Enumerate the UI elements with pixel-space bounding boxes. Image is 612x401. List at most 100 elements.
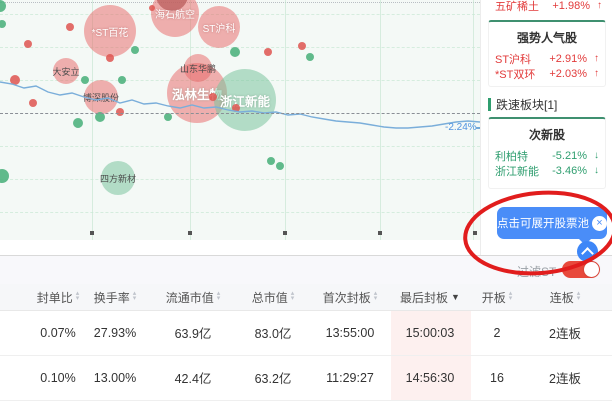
table-cell: 2连板 <box>549 327 581 341</box>
sort-icon: ▴ ▾ <box>290 290 295 302</box>
stock-dot[interactable] <box>66 23 74 31</box>
table-header-row: 封单比 ▴ ▾ 换手率 ▴ ▾ 流通市值 ▴ ▾ 总市值 ▴ ▾ 首次封板 ▴ ▾ 最后封板 ▼ 开板 ▴ ▾ 连板 ▴ ▾ <box>0 284 612 311</box>
stock-dot[interactable] <box>276 162 284 170</box>
table-cell: 2连板 <box>549 372 581 386</box>
column-header-sortable[interactable]: 最后封板 ▼ <box>380 284 480 310</box>
sort-icon: ▴ ▾ <box>75 290 80 302</box>
table-cell: 0.07% <box>40 325 76 340</box>
column-header-label: 最后封板 <box>400 290 449 305</box>
column-header-sortable[interactable]: 换手率 ▴ ▾ <box>65 284 165 310</box>
grid-line-vertical <box>473 0 474 240</box>
falling-sector-header[interactable]: 跌速板块[1] <box>488 96 557 113</box>
stock-dot[interactable] <box>306 53 314 61</box>
axis-tick <box>378 231 382 235</box>
stock-dot[interactable] <box>267 157 275 165</box>
sidebar-item-stock[interactable]: 浙江新能 -3.46% ↓ <box>489 163 605 178</box>
stock-dot[interactable] <box>24 40 32 48</box>
stock-dot[interactable] <box>95 112 105 122</box>
column-header-label: 换手率 <box>93 290 130 305</box>
table-cell: 63.9亿 <box>174 327 212 341</box>
stock-dot[interactable] <box>264 48 272 56</box>
stock-dot[interactable] <box>164 113 172 121</box>
column-header-sortable[interactable]: 封单比 ▴ ▾ <box>8 284 108 310</box>
sidebar-item-stock[interactable]: 五矿稀土 +1.98% ↑ <box>489 0 608 13</box>
stock-dot[interactable] <box>73 118 83 128</box>
sort-icon: ▴ ▾ <box>576 290 581 302</box>
table-cell: 11:29:27 <box>326 370 374 385</box>
stock-dot[interactable] <box>0 20 6 28</box>
stock-dot[interactable] <box>10 75 20 85</box>
expand-pool-button[interactable] <box>577 241 598 262</box>
axis-tick <box>90 231 94 235</box>
toggle-knob <box>584 262 599 277</box>
tooltip-text: 点击可展开股票池 <box>497 218 589 230</box>
column-header-label: 开板 <box>481 290 506 305</box>
stock-dot[interactable] <box>106 54 114 62</box>
sort-icon: ▴ ▾ <box>373 290 378 302</box>
stock-change: +2.03% <box>549 67 587 80</box>
table-row[interactable]: 0.07% 27.93% 63.9亿 83.0亿 13:55:00 15:00:03 2 2连… <box>0 310 612 355</box>
table-row[interactable]: 0.10% 13.00% 42.4亿 63.2亿 11:29:27 14:56:30 16 2… <box>0 355 612 400</box>
sidebar-item-stock[interactable]: 利柏特 -5.21% ↓ <box>489 148 605 163</box>
stock-dot[interactable] <box>0 0 6 12</box>
grid-line-vertical <box>92 0 93 240</box>
stock-bubble[interactable]: *ST百花 <box>84 5 136 57</box>
stock-bubble[interactable] <box>156 0 188 11</box>
table-cell: 0.10% <box>40 370 76 385</box>
sort-icon: ▴ ▾ <box>216 290 221 302</box>
grid-line-horizontal <box>0 14 480 15</box>
stock-dot[interactable] <box>116 108 124 116</box>
column-header-label: 连板 <box>549 290 574 305</box>
chart-sidebar-divider <box>480 0 481 255</box>
falling-sector-label: 跌速板块[1] <box>496 98 558 112</box>
section-divider <box>0 255 612 256</box>
up-arrow-icon: ↑ <box>594 68 599 79</box>
column-header-sortable[interactable]: 开板 ▴ ▾ <box>447 284 547 310</box>
stock-dot[interactable] <box>131 46 139 54</box>
stock-dot[interactable] <box>81 76 89 84</box>
column-header-sortable[interactable]: 连板 ▴ ▾ <box>515 284 612 310</box>
grid-line-horizontal <box>0 47 480 48</box>
table-cell: 13.00% <box>93 370 137 385</box>
stock-dot[interactable] <box>118 76 126 84</box>
sort-icon: ▴ ▾ <box>132 290 137 302</box>
axis-tick <box>188 231 192 235</box>
up-arrow-icon: ↑ <box>594 53 599 64</box>
table-cell: 14:56:30 <box>405 370 455 385</box>
stock-name: 浙江新能 <box>495 165 539 178</box>
stock-name: 五矿稀土 <box>495 0 539 13</box>
grid-line-vertical <box>285 0 286 240</box>
stock-name: 利柏特 <box>495 150 528 163</box>
stock-name: *ST双环 <box>495 68 536 81</box>
column-header-sortable[interactable]: 总市值 ▴ ▾ <box>223 284 323 310</box>
chart-top-dotted-line <box>0 2 480 3</box>
grid-line-vertical <box>380 0 381 240</box>
column-header-sortable[interactable]: 首次封板 ▴ ▾ <box>300 284 400 310</box>
sidebar-item-stock[interactable]: *ST双环 +2.03% ↑ <box>489 66 605 81</box>
filter-st-toggle[interactable] <box>562 261 600 278</box>
sidebar-item-stock[interactable]: ST沪科 +2.91% ↑ <box>489 51 605 66</box>
stock-dot[interactable] <box>29 99 37 107</box>
stock-change: +2.91% <box>549 52 587 65</box>
index-trend-line <box>0 81 480 129</box>
stock-dot[interactable] <box>0 169 9 183</box>
axis-tick <box>283 231 287 235</box>
new-stocks-panel: 次新股 利柏特 -5.21% ↓ 浙江新能 -3.46% ↓ <box>488 117 606 189</box>
row-divider <box>0 355 612 356</box>
stock-bubble[interactable]: ST沪科 <box>198 6 240 48</box>
stock-dot[interactable] <box>230 47 240 57</box>
stock-dot[interactable] <box>298 42 306 50</box>
expand-pool-tooltip[interactable]: 点击可展开股票池 × <box>497 207 607 245</box>
table-cell: 63.2亿 <box>254 372 292 386</box>
stock-dot[interactable] <box>209 93 217 101</box>
down-arrow-icon: ↓ <box>594 150 599 161</box>
stock-dot[interactable] <box>149 5 155 11</box>
close-icon[interactable]: × <box>592 215 607 231</box>
stock-name: ST沪科 <box>495 53 532 66</box>
stock-dot[interactable] <box>232 104 240 112</box>
axis-tick <box>473 231 477 235</box>
grid-line-horizontal <box>0 146 480 147</box>
table-cell: 16 <box>490 370 504 385</box>
stock-change: +1.98% <box>552 0 590 12</box>
column-header-sortable[interactable]: 流通市值 ▴ ▾ <box>143 284 243 310</box>
